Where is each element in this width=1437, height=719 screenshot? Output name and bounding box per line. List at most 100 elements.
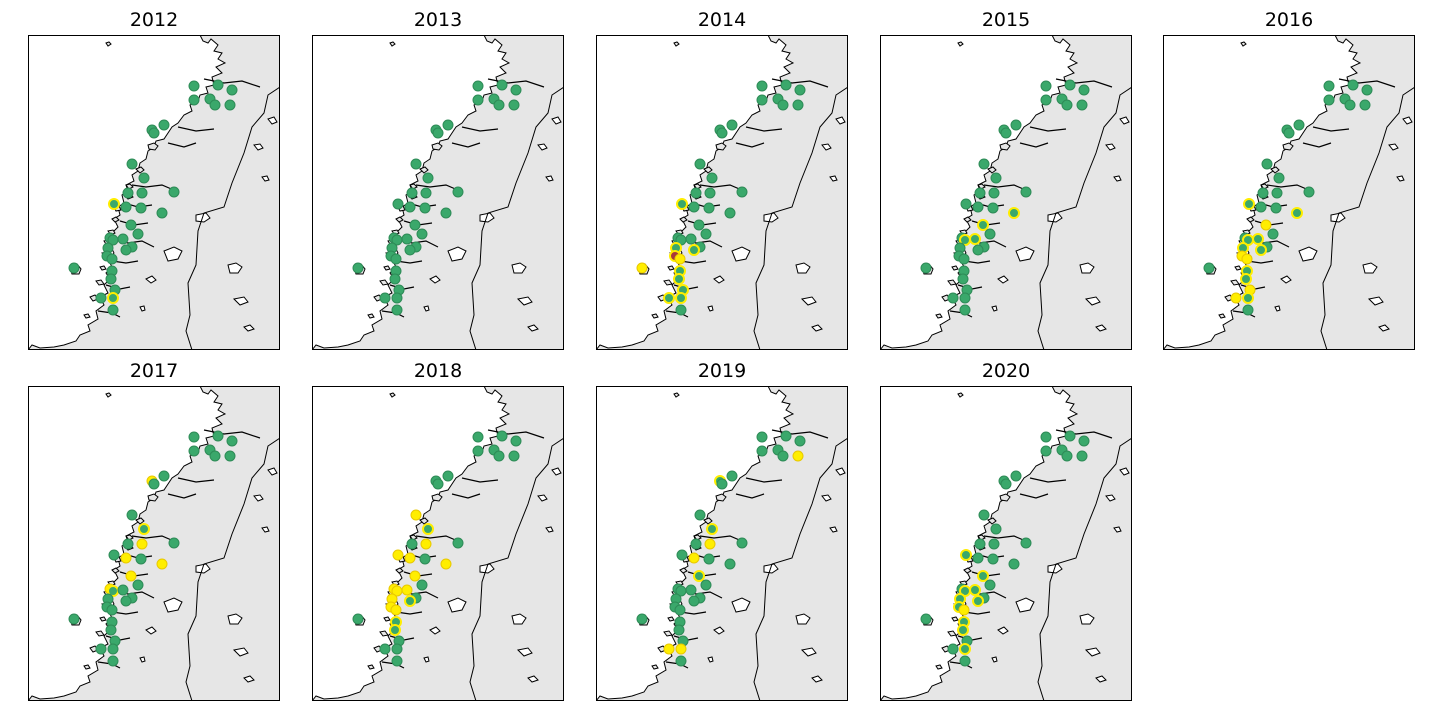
site-marker bbox=[690, 538, 702, 550]
site-marker bbox=[1064, 79, 1076, 91]
site-marker bbox=[352, 262, 364, 274]
site-marker bbox=[1000, 478, 1012, 490]
lake bbox=[545, 175, 554, 182]
lake bbox=[243, 324, 255, 332]
fjord-line bbox=[451, 142, 481, 148]
site-marker bbox=[209, 99, 221, 111]
site-marker bbox=[676, 549, 688, 561]
fjord-line bbox=[451, 493, 481, 499]
site-marker bbox=[675, 304, 687, 316]
map-border bbox=[880, 35, 1132, 350]
lake bbox=[1119, 467, 1130, 476]
island bbox=[679, 567, 688, 574]
site-marker bbox=[688, 244, 700, 256]
site-marker bbox=[406, 187, 418, 199]
lake bbox=[811, 324, 823, 332]
island bbox=[679, 216, 688, 223]
fjord-line bbox=[699, 184, 745, 192]
lake bbox=[232, 647, 249, 657]
site-marker bbox=[706, 523, 718, 535]
site-marker bbox=[693, 570, 705, 582]
lake bbox=[139, 656, 146, 663]
site-marker bbox=[95, 643, 107, 655]
lake bbox=[1388, 143, 1399, 151]
site-marker bbox=[663, 643, 675, 655]
site-marker bbox=[1010, 470, 1022, 482]
site-marker bbox=[122, 538, 134, 550]
map-border bbox=[596, 35, 848, 350]
fjord-line bbox=[771, 78, 829, 88]
site-marker bbox=[126, 158, 138, 170]
lake bbox=[1084, 296, 1101, 306]
site-marker bbox=[390, 604, 402, 616]
site-marker bbox=[1303, 186, 1315, 198]
site-marker bbox=[1240, 273, 1252, 285]
lake bbox=[829, 175, 838, 182]
site-marker bbox=[1344, 99, 1356, 111]
site-marker bbox=[493, 450, 505, 462]
lake bbox=[243, 675, 255, 683]
lake bbox=[835, 116, 846, 125]
map-border bbox=[596, 386, 848, 701]
site-marker bbox=[138, 523, 150, 535]
lake bbox=[527, 675, 539, 683]
lake bbox=[1113, 175, 1122, 182]
site-marker bbox=[987, 202, 999, 214]
island bbox=[1218, 313, 1226, 319]
fjord-line bbox=[487, 78, 545, 88]
site-marker bbox=[1260, 219, 1272, 231]
site-marker bbox=[688, 552, 700, 564]
island bbox=[663, 630, 673, 637]
site-marker bbox=[694, 158, 706, 170]
panel-title: 2015 bbox=[981, 9, 1031, 31]
island bbox=[419, 166, 429, 174]
site-marker bbox=[432, 478, 444, 490]
island bbox=[383, 265, 391, 271]
site-marker bbox=[673, 273, 685, 285]
lake bbox=[261, 175, 270, 182]
fjord-line bbox=[167, 142, 197, 148]
site-marker bbox=[493, 99, 505, 111]
panel-title: 2018 bbox=[413, 360, 463, 382]
site-marker bbox=[158, 470, 170, 482]
map-frame bbox=[596, 386, 848, 701]
site-marker bbox=[974, 187, 986, 199]
site-marker bbox=[148, 127, 160, 139]
fjord-line bbox=[415, 184, 461, 192]
lake bbox=[516, 296, 533, 306]
site-marker bbox=[969, 584, 981, 596]
site-marker bbox=[401, 584, 413, 596]
site-marker bbox=[959, 643, 971, 655]
site-marker bbox=[688, 595, 700, 607]
site-marker bbox=[106, 253, 118, 265]
island bbox=[1282, 142, 1294, 151]
site-marker bbox=[440, 558, 452, 570]
site-marker bbox=[969, 233, 981, 245]
map-border bbox=[28, 386, 280, 701]
site-marker bbox=[419, 553, 431, 565]
lake bbox=[1095, 675, 1107, 683]
lake bbox=[145, 275, 157, 284]
site-marker bbox=[700, 228, 712, 240]
site-marker bbox=[1230, 292, 1242, 304]
lake bbox=[1396, 175, 1405, 182]
lake bbox=[1367, 296, 1384, 306]
map-frame bbox=[880, 386, 1132, 701]
site-marker bbox=[972, 201, 984, 213]
site-marker bbox=[724, 558, 736, 570]
site-marker bbox=[694, 509, 706, 521]
site-marker bbox=[726, 470, 738, 482]
site-marker bbox=[389, 273, 401, 285]
fjord-line bbox=[131, 184, 177, 192]
lake bbox=[267, 116, 278, 125]
site-marker bbox=[675, 655, 687, 667]
site-marker bbox=[212, 430, 224, 442]
site-marker bbox=[132, 579, 144, 591]
map-frame bbox=[28, 35, 280, 350]
site-marker bbox=[224, 450, 236, 462]
national-border bbox=[1320, 86, 1415, 350]
island bbox=[715, 142, 727, 151]
site-marker bbox=[117, 233, 129, 245]
site-marker bbox=[416, 579, 428, 591]
site-marker bbox=[1010, 119, 1022, 131]
